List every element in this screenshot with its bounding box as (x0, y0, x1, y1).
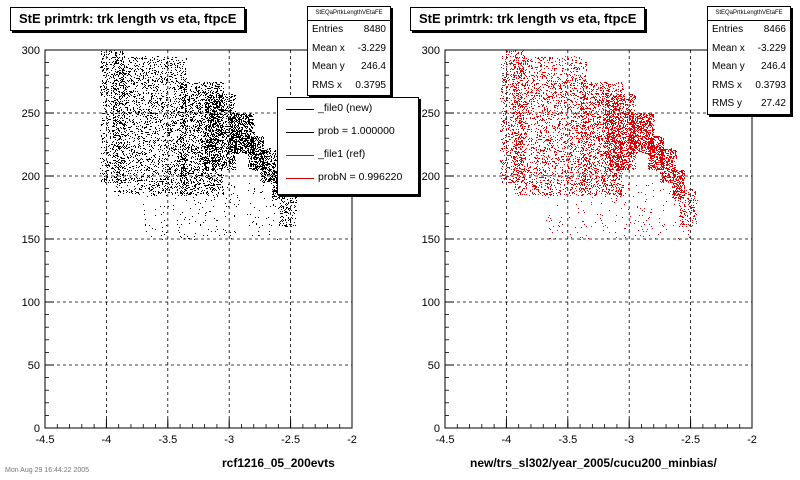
y-tick-label: 250 (22, 108, 40, 120)
stats-label: RMS x (712, 79, 742, 91)
x-tick-label: -3.5 (558, 434, 577, 446)
stats-name-left: StEQaPrtkLengthVEtaFE (308, 7, 390, 21)
chart-panel-right: -4.5 -4 -3.5 -3 -2.5 -2 0 50 100 150 200 250 300 StE… (400, 0, 800, 480)
legend-label: _file0 (new) (318, 102, 373, 114)
stats-row: Mean y 246.4 (308, 58, 390, 77)
y-tick-label: 250 (422, 108, 440, 120)
stats-value: 246.4 (760, 61, 786, 72)
stats-label: Mean x (712, 42, 745, 54)
chart-title-left: StE primtrk: trk length vs eta, ftpcE (10, 7, 246, 31)
stats-value: -3.229 (357, 42, 386, 54)
stats-value: -3.229 (757, 42, 786, 54)
x-tick-label: -3 (624, 434, 634, 446)
stats-label: RMS x (312, 79, 342, 91)
stats-row: RMS x 0.3793 (708, 77, 790, 96)
x-tick-label: -2 (747, 434, 757, 446)
legend-label: probN = 0.996220 (318, 171, 403, 183)
stats-label: Mean x (312, 42, 345, 54)
legend-line-ref (286, 155, 314, 156)
scatter-marks (100, 50, 298, 240)
stats-box-right: StEQaPrtkLengthVEtaFE Entries 8466 Mean x… (707, 6, 791, 115)
y-tick-label: 50 (28, 360, 40, 372)
stats-row: Mean y 246.4 (708, 58, 790, 77)
stats-value: 27.42 (760, 98, 786, 109)
stats-value: 8466 (763, 24, 786, 35)
stats-value: 8480 (363, 24, 386, 35)
y-tick-label: 0 (434, 423, 440, 435)
scatter-plot-right: -4.5 -4 -3.5 -3 -2.5 -2 0 50 100 150 200 250 300 (422, 45, 757, 446)
stats-label: RMS y (712, 98, 742, 109)
x-tick-label: -4 (502, 434, 512, 446)
stats-value: 246.4 (360, 61, 386, 72)
x-tick-label: -4.5 (36, 434, 55, 446)
stats-label: Entries (712, 24, 744, 35)
y-tick-label: 150 (422, 234, 440, 246)
x-axis-label-left: rcf1216_05_200evts (222, 456, 335, 470)
x-tick-label: -2 (347, 434, 357, 446)
plot-area (445, 50, 752, 428)
y-tick-label: 100 (422, 297, 440, 309)
x-axis-label-right: new/trs_sl302/year_2005/cucu200_minbias/ (470, 456, 717, 470)
legend-entry: probN = 0.996220 (278, 167, 418, 190)
legend-entry: prob = 1.000000 (278, 121, 418, 144)
y-tick-label: 200 (22, 171, 40, 183)
legend-entry: _file1 (ref) (278, 144, 418, 167)
legend-box: _file0 (new) prob = 1.000000 _file1 (ref… (277, 97, 419, 195)
stats-value: 0.3795 (355, 79, 386, 91)
stats-box-left: StEQaPrtkLengthVEtaFE Entries 8480 Mean x… (307, 6, 391, 96)
y-tick-label: 300 (22, 45, 40, 57)
legend-entry: _file0 (new) (278, 98, 418, 121)
stats-row: RMS x 0.3795 (308, 77, 390, 96)
stats-row: Entries 8466 (708, 21, 790, 40)
y-tick-label: 150 (22, 234, 40, 246)
legend-label: _file1 (ref) (318, 148, 366, 160)
y-tick-label: 200 (422, 171, 440, 183)
stats-row: Mean x -3.229 (708, 40, 790, 59)
y-tick-label: 100 (22, 297, 40, 309)
scatter-points (100, 50, 298, 240)
legend-label: prob = 1.000000 (318, 125, 395, 137)
y-tick-label: 300 (422, 45, 440, 57)
stats-row: Mean x -3.229 (308, 40, 390, 59)
x-tick-label: -4 (102, 434, 112, 446)
legend-line-new (286, 109, 314, 110)
legend-line-prob (286, 132, 314, 133)
stats-label: Mean y (312, 61, 345, 72)
scatter-points (500, 50, 698, 240)
x-tick-label: -3 (224, 434, 234, 446)
x-tick-label: -2.5 (681, 434, 700, 446)
stats-value: 0.3793 (755, 79, 786, 91)
stats-name-right: StEQaPrtkLengthVEtaFE (708, 7, 790, 21)
x-tick-label: -4.5 (436, 434, 455, 446)
x-tick-label: -3.5 (158, 434, 177, 446)
scatter-marks (500, 50, 698, 240)
stats-row: RMS y 27.42 (708, 95, 790, 114)
y-tick-label: 50 (428, 360, 440, 372)
chart-title-right: StE primtrk: trk length vs eta, ftpcE (410, 7, 646, 31)
chart-panel-left: -4.5 -4 -3.5 -3 -2.5 -2 0 50 100 150 200 250 300 StE… (10, 6, 419, 470)
stats-row: Entries 8480 (308, 21, 390, 40)
legend-line-probn (286, 178, 314, 179)
y-tick-label: 0 (34, 423, 40, 435)
x-tick-label: -2.5 (281, 434, 300, 446)
stats-label: Entries (312, 24, 344, 35)
stats-label: Mean y (712, 61, 745, 72)
timestamp-stamp: Mon Aug 29 16:44:22 2005 (5, 467, 90, 474)
